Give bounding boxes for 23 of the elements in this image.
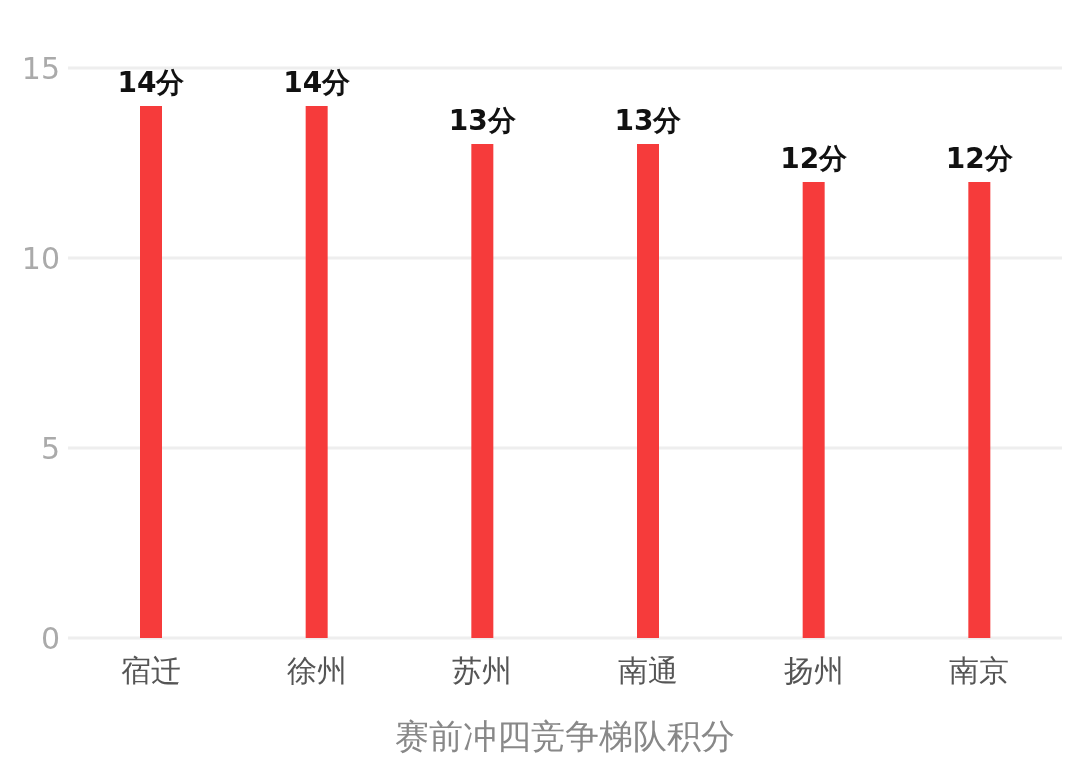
- data-label: 12分: [945, 142, 1014, 175]
- bar: [968, 182, 991, 638]
- x-tick-label: 南京: [949, 653, 1010, 689]
- x-tick-label: 苏州: [452, 653, 513, 689]
- x-axis-title: 赛前冲四竞争梯队积分: [395, 716, 735, 756]
- data-label: 14分: [117, 66, 186, 99]
- data-label: 14分: [283, 66, 352, 99]
- y-tick-label: 5: [40, 430, 60, 466]
- bar: [471, 144, 494, 638]
- y-tick-label: 10: [21, 240, 60, 276]
- y-tick-label: 0: [40, 620, 60, 656]
- bar: [140, 106, 162, 638]
- bar: [305, 106, 328, 638]
- data-label: 13分: [614, 104, 683, 137]
- x-tick-label: 徐州: [286, 653, 347, 689]
- bar: [637, 144, 659, 638]
- y-tick-label: 15: [21, 50, 60, 86]
- x-tick-label: 扬州: [783, 653, 844, 689]
- x-tick-label: 宿迁: [120, 653, 181, 689]
- bar: [802, 182, 825, 638]
- data-label: 12分: [780, 142, 849, 175]
- data-label: 13分: [448, 104, 517, 137]
- x-tick-label: 南通: [617, 653, 678, 689]
